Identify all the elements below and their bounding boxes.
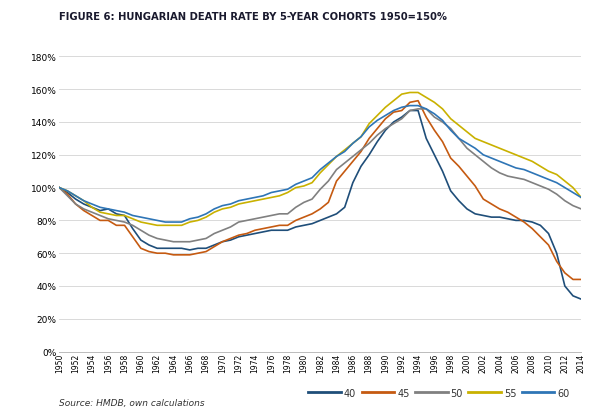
- Text: 40: 40: [344, 389, 356, 398]
- Text: 60: 60: [557, 389, 570, 398]
- Text: 50: 50: [451, 389, 463, 398]
- Text: Source: HMDB, own calculations: Source: HMDB, own calculations: [59, 398, 205, 407]
- Text: 55: 55: [504, 389, 517, 398]
- Text: FIGURE 6: HUNGARIAN DEATH RATE BY 5-YEAR COHORTS 1950=150%: FIGURE 6: HUNGARIAN DEATH RATE BY 5-YEAR…: [59, 12, 447, 22]
- Text: 45: 45: [397, 389, 410, 398]
